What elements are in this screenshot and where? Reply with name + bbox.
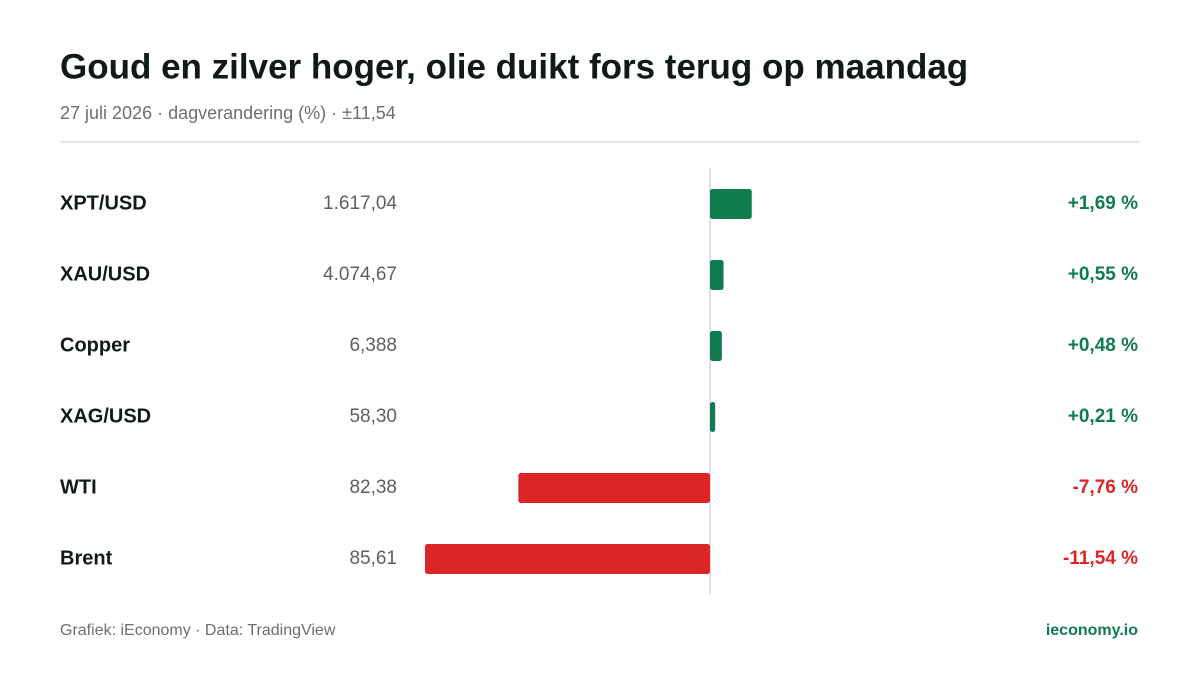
price: 85,61: [349, 548, 397, 569]
bar: [710, 402, 716, 432]
row-label: Copper: [60, 334, 130, 356]
price: 82,38: [349, 477, 397, 498]
chart-subtitle: 27 juli 2026 · dagverandering (%) · ±11,…: [60, 103, 396, 123]
bar: [710, 189, 752, 219]
brand: ieconomy.io: [1046, 622, 1138, 639]
row-label: XAU/USD: [60, 263, 150, 285]
bar: [710, 331, 722, 361]
row-label: Brent: [60, 547, 113, 569]
value-label: -7,76 %: [1073, 477, 1139, 498]
price: 4.074,67: [323, 264, 397, 285]
bar: [518, 473, 710, 503]
bar: [425, 544, 710, 574]
chart-title: Goud en zilver hoger, olie duikt fors te…: [60, 47, 968, 86]
source: Grafiek: iEconomy · Data: TradingView: [60, 622, 336, 639]
value-label: +0,55 %: [1068, 264, 1138, 285]
row-label: WTI: [60, 476, 97, 498]
bar: [710, 260, 724, 290]
price: 1.617,04: [323, 193, 397, 214]
value-label: +1,69 %: [1068, 193, 1138, 214]
value-label: +0,48 %: [1068, 335, 1138, 356]
price: 6,388: [349, 335, 397, 356]
price: 58,30: [349, 406, 397, 427]
value-label: +0,21 %: [1068, 406, 1138, 427]
row-label: XAG/USD: [60, 405, 151, 427]
value-label: -11,54 %: [1063, 548, 1138, 569]
row-label: XPT/USD: [60, 192, 147, 214]
